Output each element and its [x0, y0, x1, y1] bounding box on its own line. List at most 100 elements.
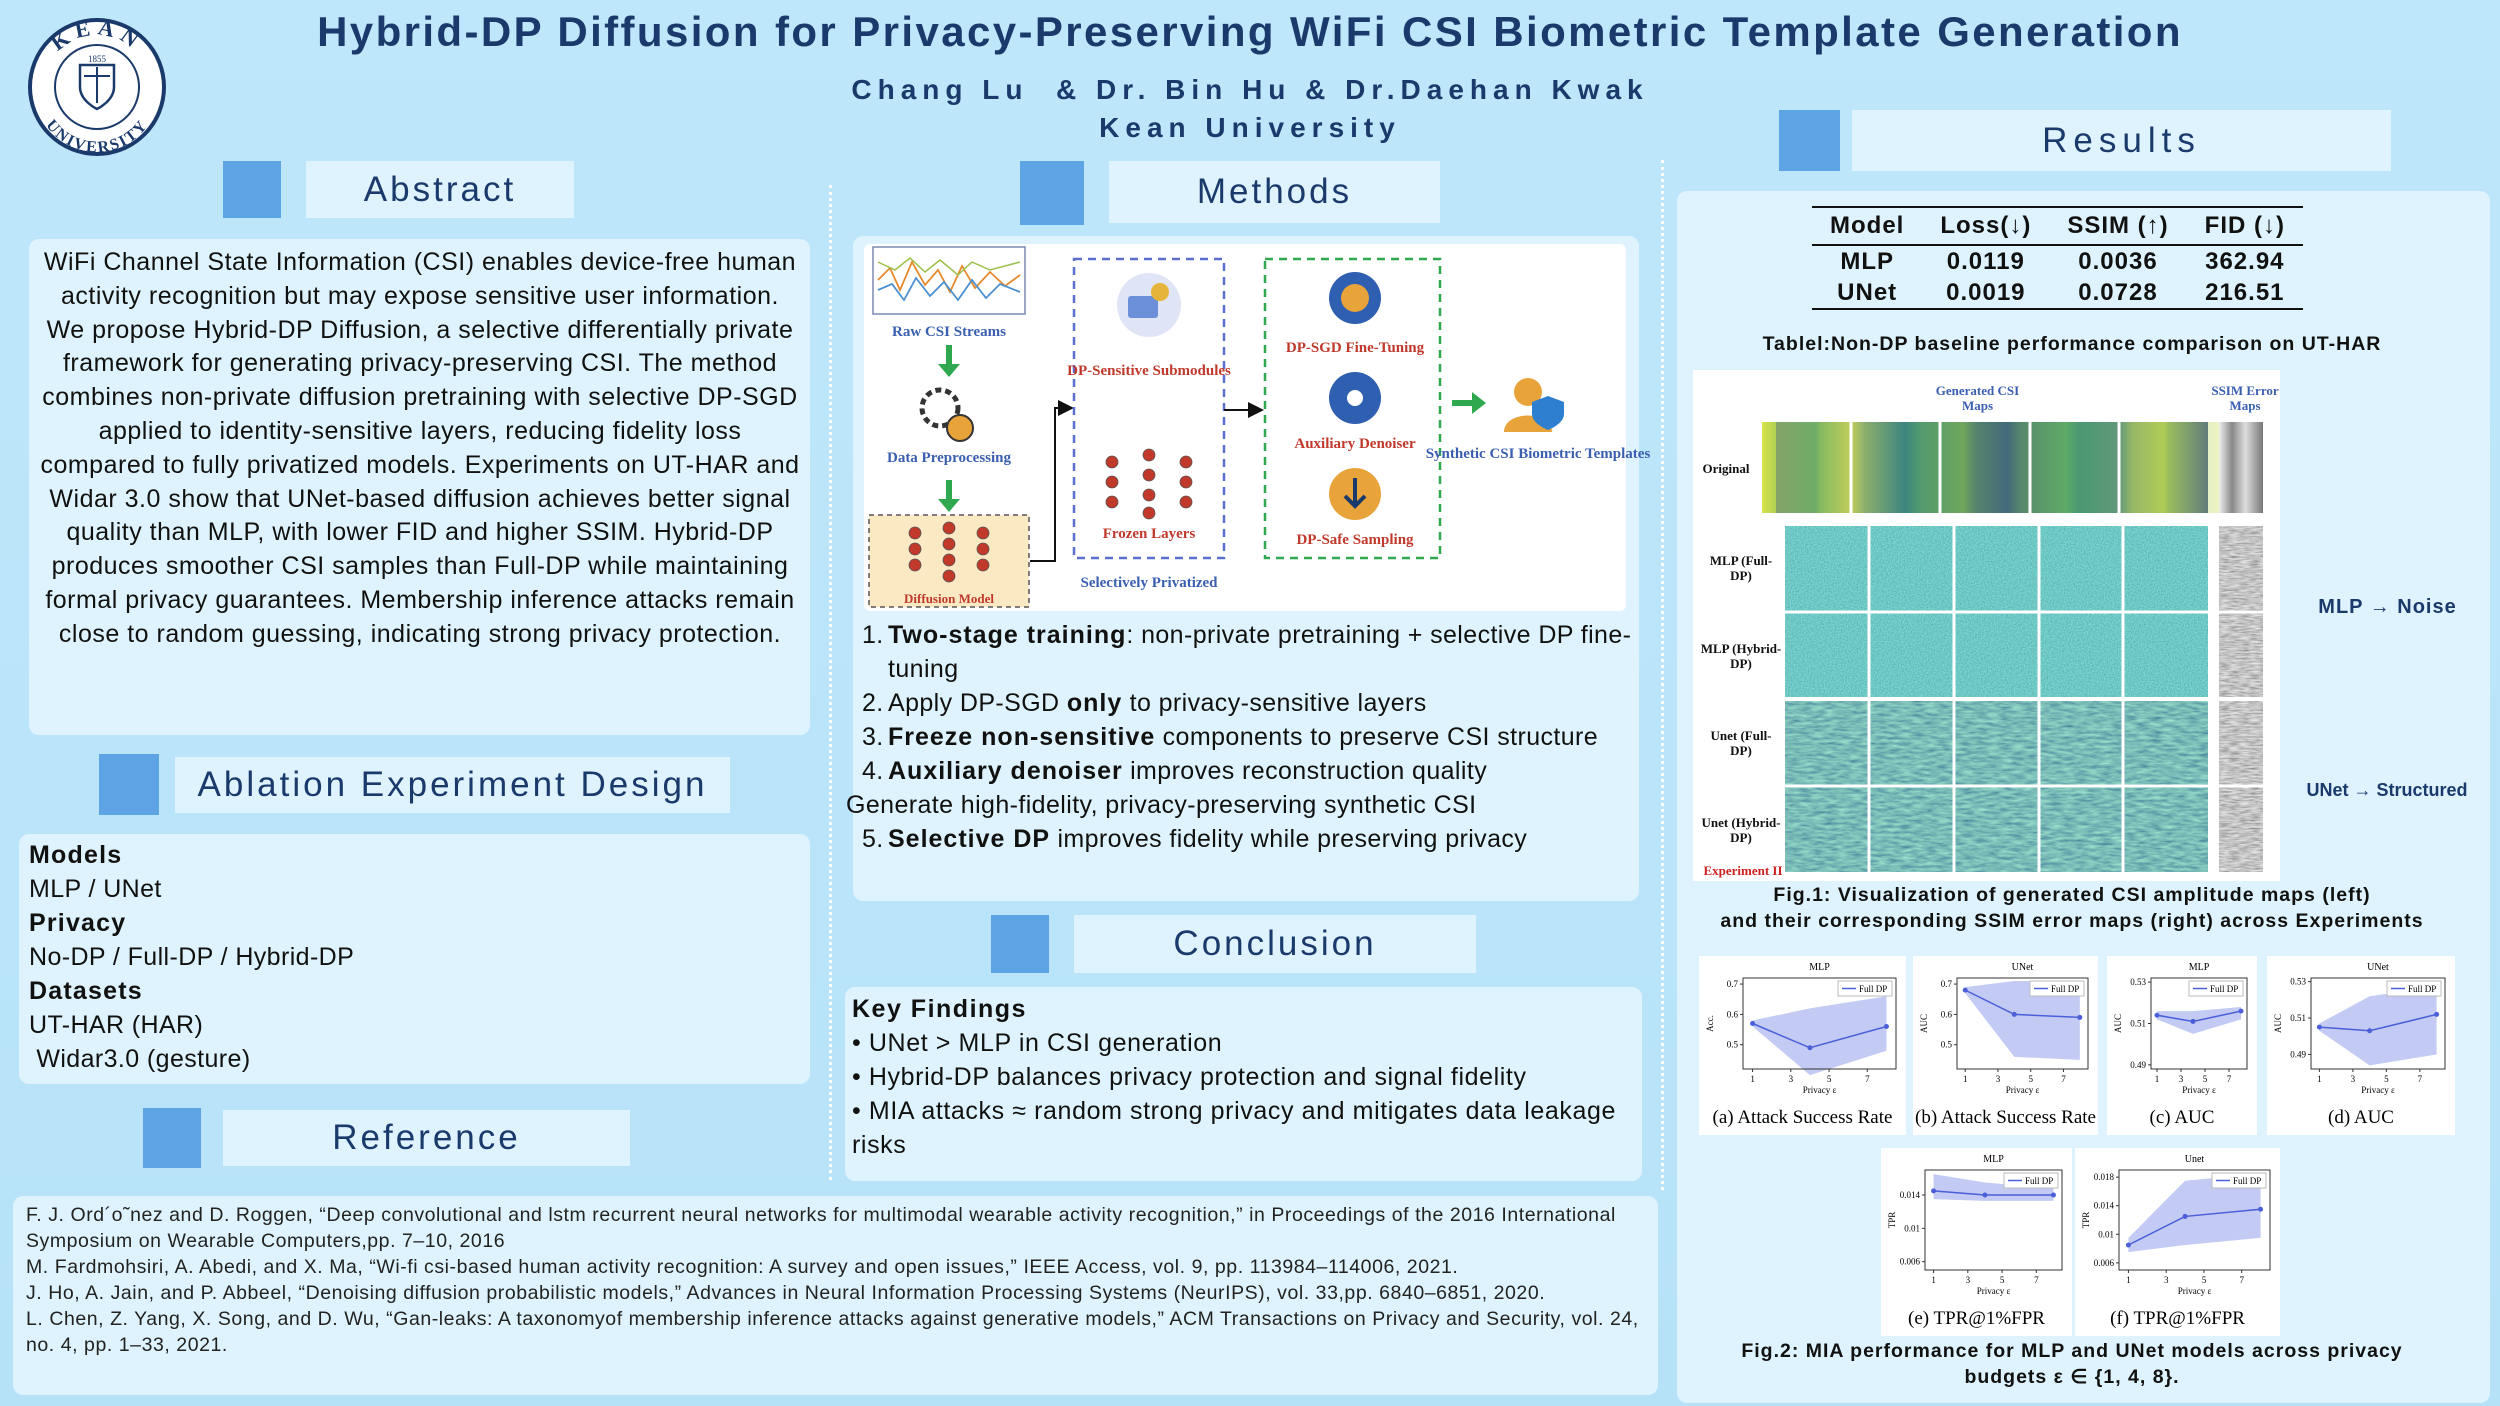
- section-heading: Methods: [1109, 161, 1440, 223]
- method-steps: 1. Two-stage training: non-private pretra…: [846, 618, 1637, 856]
- mean-point: [2050, 1192, 2056, 1198]
- section-marker: [143, 1108, 201, 1168]
- figure1-row-label: MLP (Hybrid-DP): [1700, 641, 1782, 671]
- plot-title: UNet: [2367, 962, 2389, 973]
- legend-label: Full DP: [2051, 984, 2079, 994]
- confidence-band: [1965, 981, 2080, 1060]
- figure2-caption: Fig.2: MIA performance for MLP and UNet …: [1741, 1340, 2403, 1388]
- figure1-caption: Fig.1: Visualization of generated CSI am…: [1773, 884, 2371, 906]
- y-tick-label: 0.01: [1904, 1223, 1920, 1233]
- x-axis-label: Privacy ε: [2182, 1085, 2216, 1095]
- method-step: 5. Selective DP improves fidelity while p…: [862, 822, 1637, 856]
- method-step: Generate high-fidelity, privacy-preservi…: [846, 788, 1637, 822]
- column-header: SSIM (↑): [2049, 207, 2187, 246]
- plot-title: MLP: [1983, 1154, 2004, 1165]
- x-tick-label: 1: [2155, 1074, 2160, 1084]
- diagram-label: Synthetic CSI Biometric Templates: [1426, 446, 1651, 462]
- y-tick-label: 0.6: [1941, 1009, 1953, 1019]
- table-head: Model Loss(↓) SSIM (↑) FID (↓): [1812, 207, 2303, 246]
- plot-title: UNet: [2012, 962, 2034, 973]
- table-cell: 0.0728: [2078, 279, 2158, 306]
- x-tick-label: 1: [1750, 1074, 1755, 1084]
- legend-label: Full DP: [2210, 984, 2238, 994]
- method-step: 4. Auxiliary denoiser improves reconstruc…: [862, 754, 1637, 788]
- method-step: 1. Two-stage training: non-private pretra…: [862, 618, 1637, 686]
- diagram-label: DP-Safe Sampling: [1296, 532, 1414, 548]
- mean-point: [2316, 1024, 2322, 1030]
- diagram-label: Diffusion Model: [904, 591, 994, 606]
- logo: KEAN UNIVERSITY 1855: [28, 14, 166, 156]
- section-marker: [991, 915, 1049, 973]
- mean-point: [2238, 1008, 2244, 1014]
- x-tick-label: 3: [2164, 1275, 2169, 1285]
- step-emphasis: only: [1066, 689, 1123, 717]
- figure1-maps: [1762, 422, 2263, 872]
- mean-point: [1962, 987, 1968, 993]
- plot-title: Unet: [2185, 1154, 2205, 1165]
- x-tick-label: 5: [1827, 1074, 1832, 1084]
- legend-box: [2188, 980, 2244, 997]
- x-tick-label: 3: [2351, 1074, 2356, 1084]
- confidence-band: [2128, 1173, 2261, 1253]
- plot-frame: [1742, 977, 1897, 1070]
- x-tick-label: 7: [2061, 1074, 2066, 1084]
- step-part: improves reconstruction quality: [1122, 757, 1488, 785]
- step-emphasis: Auxiliary denoiser: [888, 757, 1123, 785]
- mean-point: [1807, 1045, 1813, 1051]
- y-tick-label: 0.018: [2094, 1172, 2115, 1182]
- plot-caption: (d) AUC: [2328, 1107, 2394, 1128]
- reference-list: F. J. Ord´o˜nez and D. Roggen, “Deep con…: [26, 1202, 1651, 1358]
- step-emphasis: Freeze non-sensitive: [888, 723, 1156, 751]
- figure1-caption: and their corresponding SSIM error maps …: [1720, 910, 2424, 932]
- table-cell: UNet: [1837, 279, 1898, 306]
- section-heading: Reference: [223, 1110, 630, 1166]
- reference-entry: F. J. Ord´o˜nez and D. Roggen, “Deep con…: [26, 1204, 1616, 1252]
- figure1-label: Experiment II: [1703, 863, 1783, 878]
- diagram-label: Synthetic CSI Biometric Templates: [1426, 446, 1651, 462]
- legend-label: Full DP: [2408, 984, 2436, 994]
- y-tick-label: 0.53: [2130, 977, 2146, 987]
- x-axis-label: Privacy ε: [1803, 1085, 1837, 1095]
- y-tick-label: 0.014: [1900, 1190, 1921, 1200]
- findings-list: UNet > MLP in CSI generationHybrid-DP ba…: [852, 1026, 1642, 1162]
- separator: [829, 185, 832, 1180]
- results-table: Model Loss(↓) SSIM (↑) FID (↓) MLP 0.0119 0.00…: [1812, 206, 2303, 310]
- section-marker: [99, 754, 159, 815]
- column-header: Model: [1812, 207, 1923, 246]
- table-cell: 0.0036: [2078, 248, 2158, 275]
- table-cell: 216.51: [2205, 279, 2285, 306]
- column-header: Loss(↓): [1922, 207, 2050, 246]
- section-marker: [1779, 110, 1840, 171]
- figure1-row-label: MLP (Full-DP): [1709, 553, 1773, 583]
- table-row: MLP 0.0119 0.0036 362.94: [1812, 245, 2303, 277]
- x-axis-label: Privacy ε: [2006, 1085, 2040, 1095]
- x-tick-label: 1: [1931, 1275, 1936, 1285]
- step-emphasis: Two-stage training: [888, 621, 1127, 649]
- plot-frame: [2118, 1169, 2271, 1271]
- x-tick-label: 1: [2317, 1074, 2322, 1084]
- section-marker: [223, 161, 281, 218]
- y-tick-label: 0.01: [2098, 1229, 2114, 1239]
- table-body: MLP 0.0119 0.0036 362.94 UNet 0.0019 0.0728 216…: [1812, 245, 2303, 309]
- y-tick-label: 0.006: [1900, 1257, 1921, 1267]
- x-tick-label: 3: [1996, 1074, 2001, 1084]
- figure1-row-label: Unet (Hybrid-DP): [1701, 815, 1781, 845]
- y-tick-label: 0.49: [2130, 1060, 2146, 1070]
- x-tick-label: 3: [1966, 1275, 1971, 1285]
- reference-entry: L. Chen, Z. Yang, X. Song, and D. Wu, “G…: [26, 1308, 1639, 1356]
- step-part: improves fidelity while preserving priva…: [1050, 825, 1528, 853]
- separator: [1661, 160, 1664, 1190]
- group-title: Models: [29, 841, 123, 869]
- step-number: 3.: [862, 723, 884, 751]
- step-text: Generate high-fidelity, privacy-preservi…: [846, 788, 1477, 822]
- figure1-row-label: Original: [1702, 461, 1750, 476]
- conclusion-subheading: Key Findings: [852, 995, 1027, 1023]
- group-item: UT-HAR (HAR): [29, 1011, 204, 1039]
- section-heading: Results: [1852, 110, 2391, 171]
- group-item: MLP / UNet: [29, 875, 162, 903]
- diagram-label: Raw CSI Streams: [892, 324, 1006, 340]
- finding: Hybrid-DP balances privacy protection an…: [852, 1060, 1642, 1094]
- mean-point: [2434, 1011, 2440, 1017]
- figure-note: UNet → Structured: [2306, 780, 2468, 800]
